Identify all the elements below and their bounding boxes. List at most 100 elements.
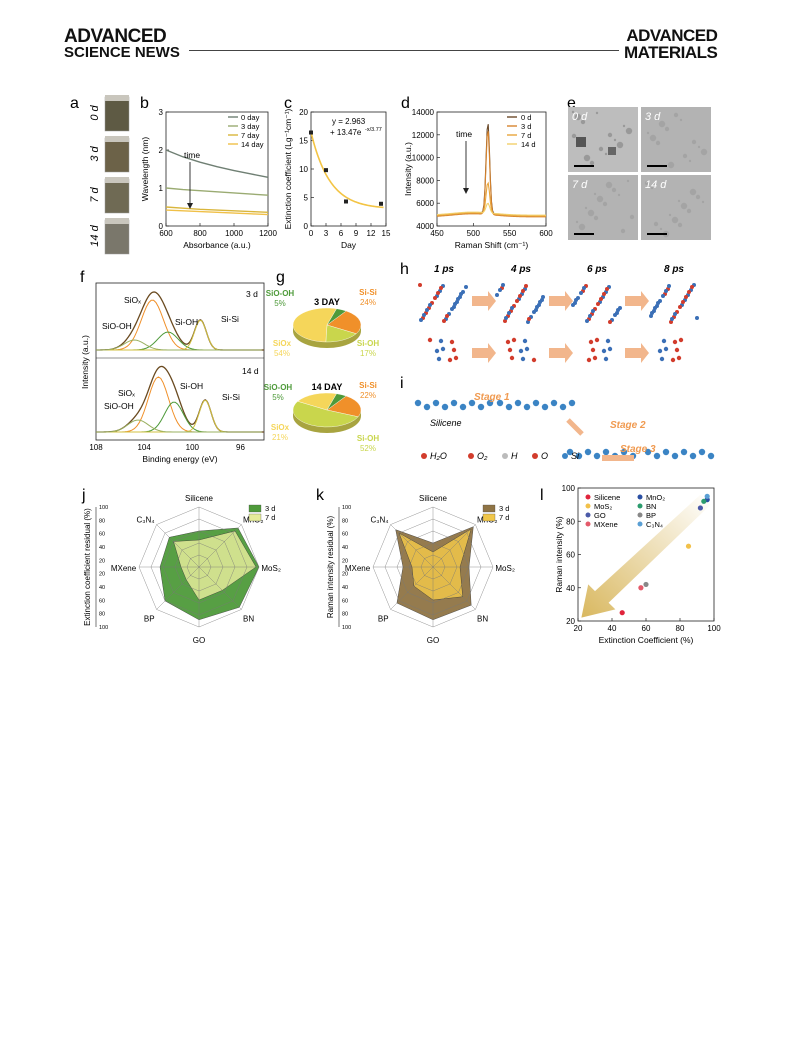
scale-tick-label: 100 xyxy=(342,505,351,511)
scale-tick-label: 20 xyxy=(342,558,348,564)
fit-curve xyxy=(310,132,384,209)
atom xyxy=(505,339,511,345)
legend-label: Silicene xyxy=(594,493,620,502)
y-tick-label: 20 xyxy=(566,617,575,626)
data-point-6 xyxy=(638,585,644,591)
radar-axis-label: BP xyxy=(144,614,155,623)
step-arrow xyxy=(472,291,496,311)
y-tick-label: 40 xyxy=(566,584,575,593)
legend-label: H₂O xyxy=(430,451,447,461)
panel-k-radar: SiliceneMnO₂MoS₂BNGOBPMXeneC₃N₄100806040… xyxy=(326,494,515,645)
tem-speck xyxy=(580,119,586,125)
slice-label: SiO-OH xyxy=(264,383,293,392)
scale-tick-label: 20 xyxy=(99,558,105,564)
scale-tick-label: 80 xyxy=(342,518,348,524)
tem-speck xyxy=(679,118,683,122)
si-atom xyxy=(698,448,706,456)
atom xyxy=(419,318,423,322)
legend-label: 3 day xyxy=(241,122,260,131)
panel-letter-g: g xyxy=(276,269,285,286)
tem-speck xyxy=(598,146,604,152)
si-atom xyxy=(477,403,485,411)
step-arrow xyxy=(625,291,649,311)
slice-value: 54% xyxy=(274,349,290,358)
data-point xyxy=(309,130,313,135)
tem-speck xyxy=(658,120,666,128)
atom xyxy=(670,317,674,321)
radar-axis-label: MXene xyxy=(111,564,137,573)
atom xyxy=(599,297,603,301)
vial xyxy=(104,219,130,255)
vial-cap xyxy=(105,218,129,224)
scale-tick-label: 60 xyxy=(99,532,105,538)
atom xyxy=(440,346,446,352)
data-point-2 xyxy=(685,543,692,549)
peak-label: SiOₓ xyxy=(124,295,141,305)
atom xyxy=(661,338,667,344)
atom xyxy=(650,311,654,315)
vial-label: 14 d xyxy=(89,224,101,246)
scale-tick-label: 20 xyxy=(99,572,105,578)
panel-letter-h: h xyxy=(400,261,409,278)
legend-label: 14 day xyxy=(241,140,264,149)
legend-label: O₂ xyxy=(477,451,488,461)
si-atom xyxy=(432,399,440,407)
y-axis-label: Raman intensity (%) xyxy=(554,516,564,593)
data-point-7 xyxy=(704,493,710,499)
tem-speck xyxy=(671,216,679,224)
journal-header-left: ADVANCED SCIENCE NEWS xyxy=(64,27,180,60)
atom xyxy=(659,356,665,362)
legend-marker xyxy=(637,512,643,518)
atom xyxy=(670,357,676,363)
scale-tick-label: 80 xyxy=(99,518,105,524)
panel-b-chart: 600 800 1000 1200 0 1 2 3 Absorbance (a.u.) Wavel… xyxy=(140,108,277,250)
si-atom xyxy=(689,452,697,460)
atom xyxy=(451,347,457,353)
x-tick-label: 40 xyxy=(608,624,617,633)
slice-label: SiO-OH xyxy=(266,289,295,298)
x-tick-label: 6 xyxy=(339,229,344,238)
time-arrowhead xyxy=(463,188,469,194)
atom xyxy=(504,316,508,320)
scale-bar xyxy=(574,233,594,235)
atom xyxy=(684,295,688,299)
atom xyxy=(672,339,678,345)
atom xyxy=(608,320,612,324)
pie-slice xyxy=(297,392,337,411)
legend-label: H xyxy=(511,451,518,461)
atom xyxy=(507,311,511,315)
plot-frame xyxy=(95,282,265,441)
pie-title: 3 DAY xyxy=(314,297,340,307)
scale-tick-label: 60 xyxy=(99,598,105,604)
x-tick-label: 450 xyxy=(430,229,444,238)
radar-axis-label: BN xyxy=(477,614,488,623)
series-line-3 xyxy=(436,202,547,216)
atom xyxy=(436,356,442,362)
series-line-2 xyxy=(436,181,547,217)
atom xyxy=(582,286,586,290)
y-tick-label: 10000 xyxy=(412,154,435,163)
atom xyxy=(605,338,611,344)
si-atom xyxy=(620,448,628,456)
radar-axis-label: GO xyxy=(193,636,205,645)
legend-swatch xyxy=(482,513,496,522)
x-tick-label: 1000 xyxy=(225,229,243,238)
si-atom xyxy=(653,452,661,460)
atom xyxy=(591,309,595,313)
tem-speck xyxy=(587,209,595,217)
atom xyxy=(586,357,592,363)
atom xyxy=(511,337,517,343)
panel-letter-b: b xyxy=(140,95,149,112)
tem-speck xyxy=(701,200,705,204)
atom xyxy=(433,296,437,300)
component-curve xyxy=(95,339,262,351)
tem-speck xyxy=(595,111,599,115)
legend-label: 3 d xyxy=(499,504,509,513)
tem-speck xyxy=(644,180,650,186)
radar-spoke xyxy=(156,524,200,568)
radar-axis-label: BP xyxy=(378,614,389,623)
legend-label: 0 d xyxy=(521,113,531,122)
y-tick-label: 6000 xyxy=(416,199,434,208)
y-tick-label: 14000 xyxy=(412,108,435,117)
atom xyxy=(653,306,657,310)
